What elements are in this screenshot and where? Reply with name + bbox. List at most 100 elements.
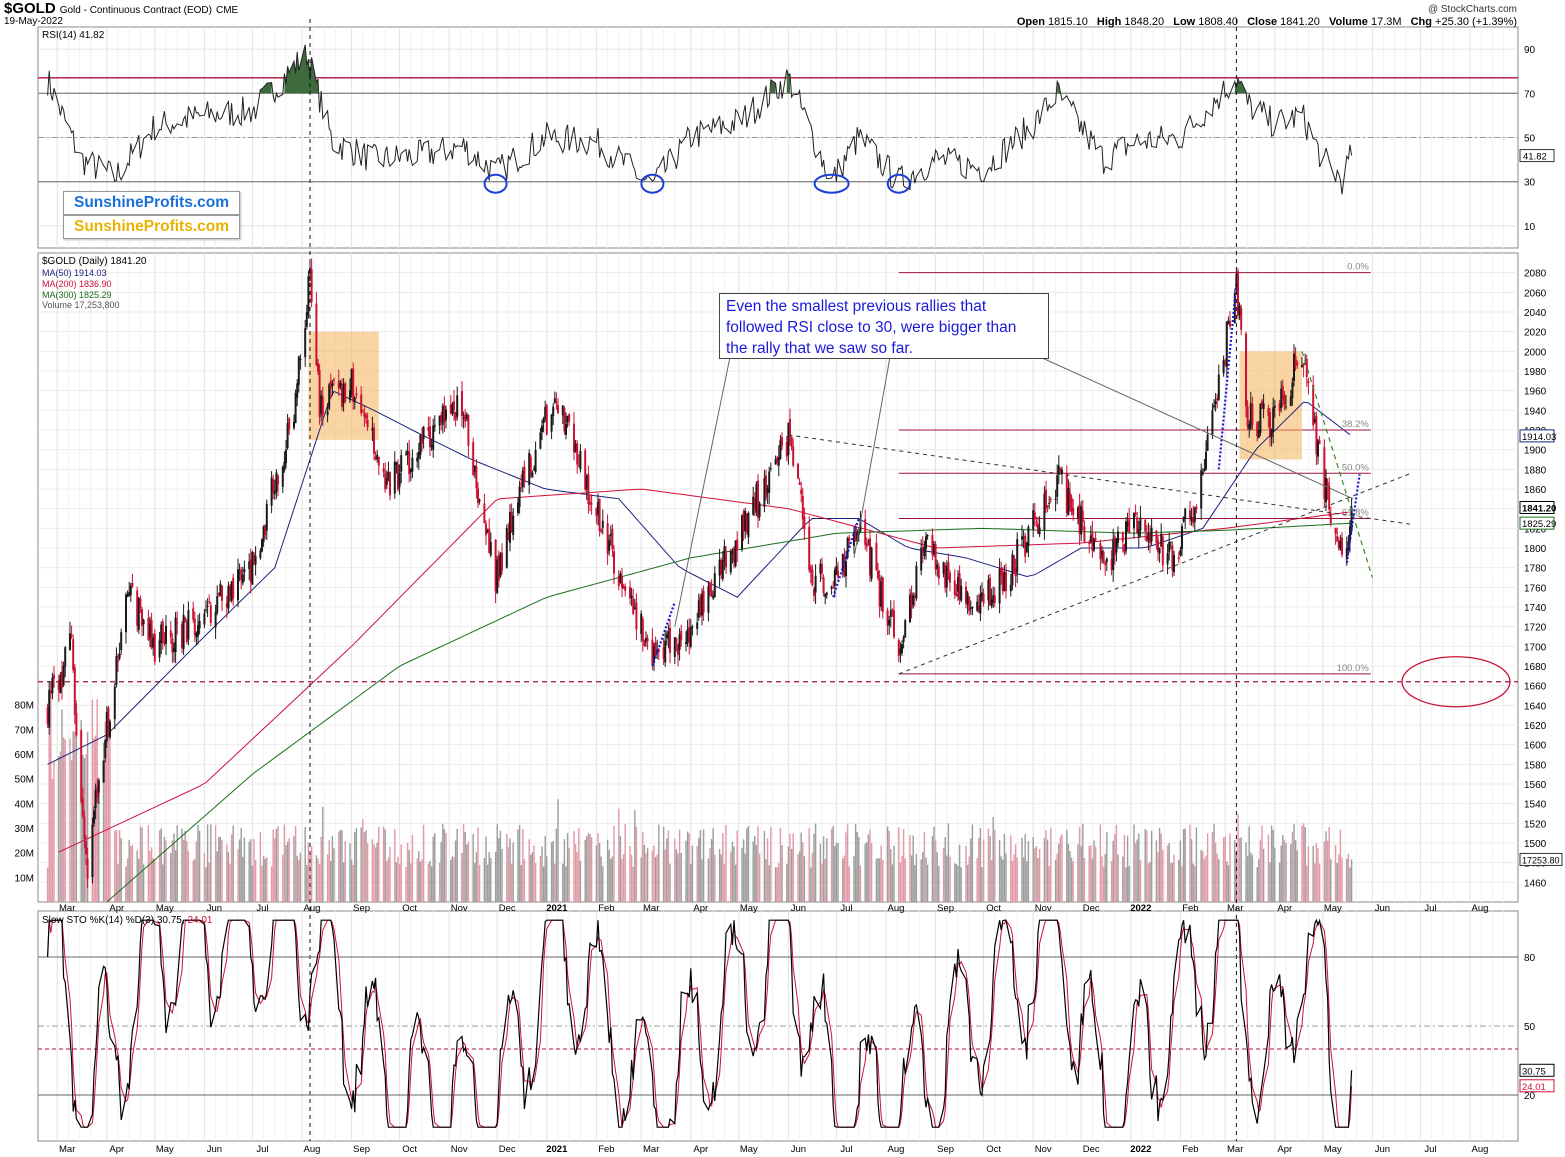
volume-bar xyxy=(667,830,670,902)
x-tick-label: May xyxy=(740,903,758,914)
price-bar-body xyxy=(733,548,735,562)
x-tick-label: Dec xyxy=(1083,903,1100,914)
volume-bar xyxy=(1227,865,1230,902)
volume-bar xyxy=(294,826,297,902)
price-bar-body xyxy=(219,583,222,597)
volume-bar xyxy=(675,849,678,902)
volume-bar xyxy=(160,828,162,902)
volume-y-tick: 10M xyxy=(15,873,34,884)
fib-label: 38.2% xyxy=(1342,419,1369,430)
volume-bar xyxy=(354,832,356,902)
price-bar-body xyxy=(1257,429,1260,438)
price-bar-body xyxy=(811,569,814,586)
price-bar-body xyxy=(877,570,879,579)
volume-bar xyxy=(843,855,846,902)
price-bar-body xyxy=(925,536,927,549)
price-bar-body xyxy=(69,633,71,650)
high-value: 1848.20 xyxy=(1124,16,1165,28)
price-bar-body xyxy=(913,596,916,598)
volume-bar xyxy=(909,835,911,902)
volume-bar xyxy=(965,846,967,902)
volume-bar xyxy=(490,857,492,902)
price-bar-body xyxy=(94,790,97,809)
price-bar-body xyxy=(326,411,329,416)
volume-bar xyxy=(453,857,455,902)
price-bar-body xyxy=(1184,508,1187,520)
price-bar-body xyxy=(1137,529,1140,538)
volume-bar xyxy=(226,844,228,902)
price-bar-body xyxy=(136,590,139,626)
price-bar-body xyxy=(891,609,894,611)
price-bar-body xyxy=(461,390,463,417)
volume-bar xyxy=(960,867,962,902)
volume-bar xyxy=(467,841,470,902)
volume-bar xyxy=(754,835,756,902)
volume-bar xyxy=(1024,834,1026,902)
volume-bar xyxy=(642,832,644,902)
volume-bar xyxy=(920,859,922,902)
price-bar-body xyxy=(1025,542,1028,553)
volume-bar xyxy=(557,799,559,902)
volume-bar xyxy=(686,831,689,902)
price-legend: $GOLD (Daily) 1841.20 xyxy=(42,256,147,267)
volume-bar xyxy=(1048,866,1050,902)
volume-bar xyxy=(1267,834,1270,902)
volume-bar xyxy=(1056,853,1058,902)
volume-bar xyxy=(131,844,134,902)
rsi-y-tick: 70 xyxy=(1524,89,1536,100)
volume-bar xyxy=(1184,828,1186,902)
price-bar-body xyxy=(181,623,183,648)
volume-bar xyxy=(746,828,748,902)
price-bar-body xyxy=(897,640,900,656)
price-bar-body xyxy=(395,462,398,465)
volume-bar xyxy=(114,831,116,902)
price-y-tick: 2060 xyxy=(1524,288,1547,299)
price-bar-body xyxy=(1269,412,1271,437)
volume-bar xyxy=(86,731,89,902)
volume-bar xyxy=(341,829,343,902)
price-bar-body xyxy=(1248,424,1251,430)
x-tick-label: Mar xyxy=(1227,1144,1243,1155)
price-bar-body xyxy=(709,583,711,593)
volume-bar xyxy=(266,857,268,902)
volume-bar xyxy=(957,865,959,902)
volume-bar xyxy=(400,844,402,902)
volume-bar xyxy=(1307,846,1310,902)
price-bar-body xyxy=(473,465,476,473)
price-bar-body xyxy=(753,498,756,510)
price-bar-body xyxy=(1112,539,1115,571)
price-bar-body xyxy=(937,566,940,579)
price-bar-body xyxy=(408,451,411,475)
volume-bar xyxy=(834,846,836,902)
volume-bar xyxy=(136,850,138,902)
price-bar-body xyxy=(982,593,985,604)
price-bar-body xyxy=(1150,527,1153,542)
price-bar-body xyxy=(333,379,335,381)
price-bar-body xyxy=(886,610,889,626)
price-bar-body xyxy=(798,482,801,485)
volume-bar xyxy=(714,854,716,902)
price-bar-body xyxy=(317,362,319,372)
volume-bar xyxy=(968,856,970,902)
trendline xyxy=(788,434,1411,525)
x-tick-label: Jun xyxy=(1375,903,1390,914)
price-bar-body xyxy=(606,522,609,554)
price-bar-body xyxy=(261,539,263,552)
price-bar-body xyxy=(561,405,564,416)
volume-bar xyxy=(128,840,130,902)
sunshine-logo-gold[interactable]: SunshineProfits.com xyxy=(63,215,240,239)
volume-bar xyxy=(842,858,844,902)
volume-bar xyxy=(792,833,794,902)
price-bar-body xyxy=(901,644,903,653)
price-bar-body xyxy=(1147,532,1150,540)
price-bar-body xyxy=(1035,522,1038,524)
price-bar-body xyxy=(989,578,991,605)
price-bar-body xyxy=(854,528,857,542)
price-bar-body xyxy=(1054,498,1057,500)
volume-bar xyxy=(1238,837,1241,902)
volume-bar xyxy=(1326,840,1329,902)
sunshine-logo-blue[interactable]: SunshineProfits.com xyxy=(63,191,240,215)
price-bar-body xyxy=(1222,359,1225,374)
volume-bar xyxy=(1072,861,1074,902)
price-bar-body xyxy=(294,393,297,424)
